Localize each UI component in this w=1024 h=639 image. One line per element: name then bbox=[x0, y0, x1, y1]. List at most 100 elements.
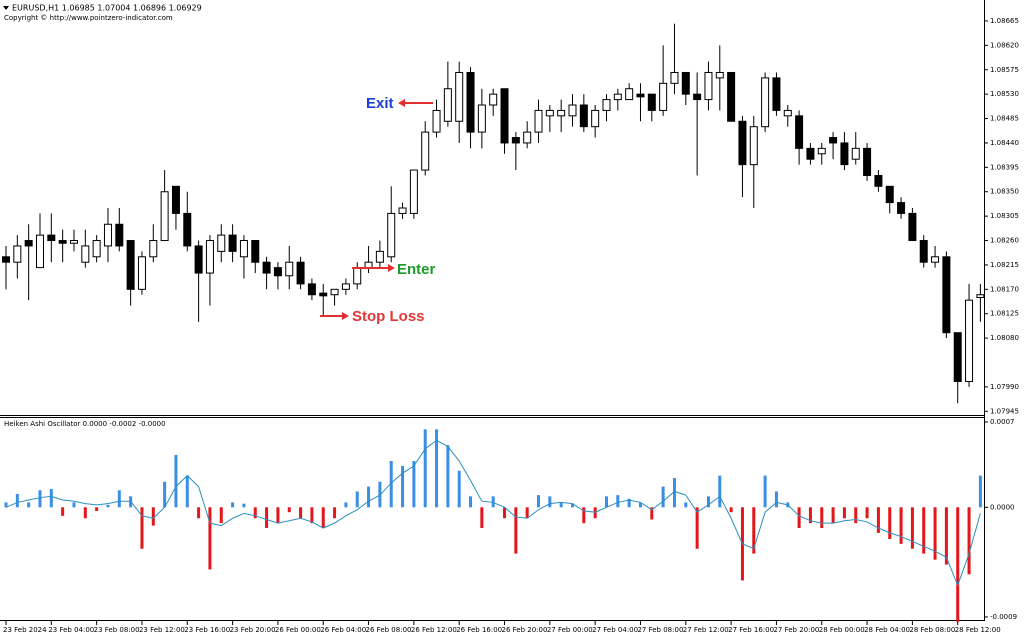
candle-body bbox=[772, 77, 781, 111]
x-tick-label: 27 Feb 16:00 bbox=[728, 626, 774, 634]
histogram-bar bbox=[604, 496, 608, 508]
y-tick-label: 1.08620 bbox=[990, 41, 1019, 49]
histogram-bar bbox=[299, 507, 303, 519]
histogram-bar bbox=[956, 507, 960, 622]
candle-body bbox=[92, 240, 101, 258]
histogram-bar bbox=[571, 503, 574, 508]
x-tick-label: 23 Feb 04:00 bbox=[48, 626, 94, 634]
histogram-bar bbox=[197, 507, 201, 519]
candle-body bbox=[489, 93, 498, 106]
candle-body bbox=[455, 71, 464, 122]
histogram-bar bbox=[944, 507, 948, 565]
candle-body bbox=[840, 142, 849, 166]
histogram-bar bbox=[548, 496, 552, 508]
histogram-bar bbox=[491, 496, 495, 508]
histogram-bar bbox=[672, 478, 676, 508]
candle-body bbox=[783, 109, 792, 117]
candle-body bbox=[24, 240, 33, 247]
arrowhead bbox=[398, 99, 405, 107]
candle-body bbox=[953, 332, 962, 382]
y-tick-label: 1.08260 bbox=[990, 237, 1019, 245]
histogram-bar bbox=[718, 475, 722, 508]
candle-body bbox=[942, 256, 951, 334]
histogram-bar bbox=[423, 429, 427, 508]
candle-body bbox=[976, 294, 985, 298]
candle-body bbox=[319, 292, 328, 297]
histogram-bar bbox=[469, 496, 473, 508]
x-tick-label: 23 Feb 2024 bbox=[3, 626, 47, 634]
histogram-bar bbox=[265, 507, 269, 529]
candle-body bbox=[795, 115, 804, 149]
candle-body bbox=[251, 240, 260, 263]
y-tick-label: -0.0009 bbox=[990, 613, 1017, 621]
histogram-bar bbox=[922, 507, 926, 554]
histogram-bar bbox=[774, 491, 778, 508]
y-tick-label: 1.08665 bbox=[990, 17, 1019, 25]
candle-body bbox=[829, 137, 838, 144]
candle-body bbox=[273, 267, 282, 277]
candle-body bbox=[647, 93, 656, 111]
x-tick-label: 23 Feb 20:00 bbox=[230, 626, 276, 634]
candle-body bbox=[715, 71, 724, 79]
candle-body bbox=[625, 88, 634, 101]
candle-body bbox=[58, 240, 67, 244]
histogram-bar bbox=[163, 481, 167, 508]
x-tick-label: 26 Feb 00:00 bbox=[275, 626, 321, 634]
chart-title: EURUSD,H1 1.06985 1.07004 1.06896 1.0692… bbox=[12, 4, 202, 13]
candle-body bbox=[262, 261, 271, 274]
histogram-bar bbox=[61, 507, 65, 516]
histogram-bar bbox=[684, 502, 688, 508]
candle-body bbox=[239, 240, 248, 258]
histogram-bar bbox=[480, 507, 484, 529]
candle-body bbox=[205, 240, 214, 274]
annotation: Stop Loss bbox=[352, 308, 425, 325]
histogram-bar bbox=[910, 507, 914, 549]
y-tick-label: 1.08215 bbox=[990, 261, 1019, 269]
arrowhead bbox=[342, 312, 349, 320]
candle-body bbox=[511, 137, 520, 144]
histogram-bar bbox=[706, 496, 710, 508]
candle-body bbox=[851, 147, 860, 160]
histogram-bar bbox=[537, 495, 541, 508]
indicator-title: Heiken Ashi Oscillator 0.0000 -0.0002 -0… bbox=[4, 420, 166, 428]
candle-body bbox=[908, 212, 917, 242]
histogram-bar bbox=[967, 507, 971, 575]
arrowhead bbox=[388, 264, 395, 272]
histogram-bar bbox=[650, 507, 654, 520]
histogram-bar bbox=[174, 454, 178, 508]
histogram-bar bbox=[389, 461, 393, 508]
candle-body bbox=[47, 234, 56, 242]
histogram-bar bbox=[503, 507, 507, 519]
signal-line bbox=[5, 439, 981, 587]
candle-body bbox=[863, 147, 872, 176]
candle-body bbox=[806, 147, 815, 160]
histogram-bar bbox=[355, 491, 359, 508]
candle-body bbox=[727, 71, 736, 122]
histogram-bar bbox=[933, 507, 937, 560]
y-tick-label: 1.07990 bbox=[990, 383, 1019, 391]
histogram-bar bbox=[219, 507, 223, 524]
menu-icon[interactable] bbox=[3, 6, 9, 10]
histogram-bar bbox=[253, 507, 257, 519]
histogram-bar bbox=[106, 504, 110, 508]
x-tick-label: 23 Feb 16:00 bbox=[184, 626, 230, 634]
y-tick-label: 1.08440 bbox=[990, 139, 1019, 147]
histogram-bar bbox=[729, 507, 733, 513]
histogram-bar bbox=[242, 503, 246, 508]
histogram-bar bbox=[72, 502, 76, 508]
candle-body bbox=[523, 131, 532, 144]
histogram-bar bbox=[333, 507, 337, 519]
y-tick-label: 0.0000 bbox=[990, 503, 1015, 511]
histogram-bar bbox=[4, 502, 8, 508]
x-tick-label: 28 Feb 00:00 bbox=[819, 626, 865, 634]
candle-body bbox=[330, 288, 339, 296]
histogram-bar bbox=[627, 498, 631, 508]
y-tick-label: 1.08305 bbox=[990, 212, 1019, 220]
y-tick-label: 1.08350 bbox=[990, 188, 1019, 196]
histogram-bar bbox=[140, 507, 144, 549]
candle-body bbox=[885, 185, 894, 204]
histogram-bar bbox=[276, 507, 280, 524]
candle-body bbox=[602, 99, 611, 111]
histogram-bar bbox=[287, 507, 291, 513]
histogram-bar bbox=[49, 489, 53, 508]
